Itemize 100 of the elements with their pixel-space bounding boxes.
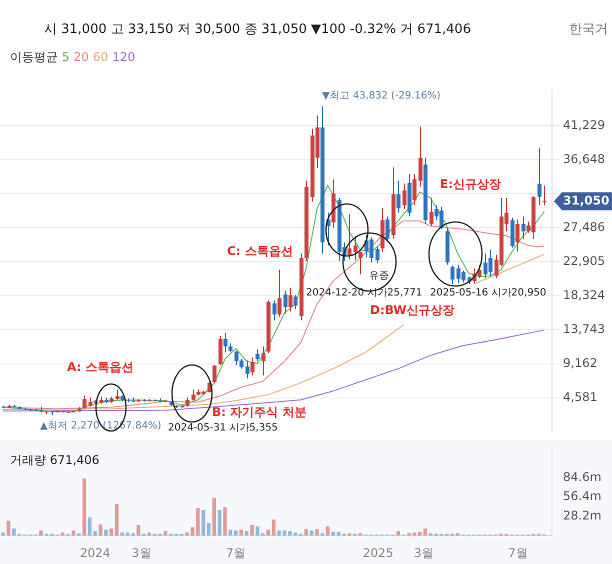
candlestick: [348, 214, 352, 260]
bar: [234, 530, 238, 536]
bar: [456, 533, 460, 536]
chart-title: 시 31,000 고 33,150 저 30,500 종 31,050 ▼100 -0.32% 거 671,406: [44, 21, 471, 38]
bar: [164, 531, 168, 536]
annotation: ▼최고 43,832 (-29.16%): [322, 90, 441, 102]
y-tick-label: 22,905: [563, 254, 605, 268]
bar: [212, 498, 216, 536]
candlestick: [358, 250, 362, 275]
bar: [315, 529, 319, 536]
bar: [272, 520, 276, 536]
candlestick: [278, 269, 282, 318]
y-tick-label: 27,486: [563, 220, 605, 234]
bar: [110, 528, 114, 536]
y-tick-label: 41,229: [563, 118, 605, 132]
y-tick-label: 28.2m: [563, 508, 602, 522]
annotation: 2025-05-16 시가20,950: [430, 288, 546, 299]
annotation: C: 스톡옵션: [227, 244, 293, 258]
bar: [12, 528, 16, 536]
bar: [6, 520, 10, 536]
candlestick: [224, 332, 228, 353]
candlestick: [288, 287, 292, 312]
y-tick-label: 84.6m: [563, 470, 602, 484]
candlestick: [542, 185, 546, 206]
bar: [294, 532, 298, 536]
bar: [304, 529, 308, 536]
candlestick: [294, 294, 298, 310]
bar: [320, 533, 324, 536]
x-tick-label: 2024: [80, 546, 110, 560]
bar: [423, 528, 428, 536]
candlestick: [262, 346, 266, 376]
bar: [77, 533, 81, 536]
candlestick: [402, 183, 406, 210]
bar: [310, 530, 314, 536]
candlestick: [272, 300, 276, 321]
bar: [239, 530, 244, 536]
text: 5: [62, 50, 70, 64]
text: 한국거: [569, 21, 608, 38]
bar: [136, 525, 140, 536]
text: 60: [92, 50, 108, 64]
y-tick-label: 36,648: [563, 152, 605, 166]
y-tick-label: 18,324: [563, 288, 605, 302]
bar: [147, 532, 152, 536]
x-tick-label: 3월: [414, 546, 434, 560]
bar: [348, 533, 352, 536]
candlestick: [192, 388, 196, 402]
bar: [396, 531, 400, 536]
text: 31,050: [563, 193, 610, 208]
annotation: 2024-05-31 시가5,355: [168, 422, 278, 434]
bar: [223, 507, 227, 536]
y-tick-label: 9,162: [563, 356, 598, 370]
candlestick: [250, 357, 254, 376]
bar: [228, 530, 232, 536]
y-tick-label: 4,581: [563, 390, 598, 404]
bar: [114, 504, 119, 536]
candlestick: [396, 180, 400, 214]
candlestick: [450, 264, 454, 285]
bar: [206, 522, 211, 536]
candlestick: [82, 394, 86, 410]
bar: [218, 510, 222, 536]
x-tick-label: 3월: [132, 546, 152, 560]
candlestick: [430, 197, 434, 227]
annotation: E:신규상장: [440, 177, 501, 192]
annotation: A: 스톡옵션: [67, 360, 134, 374]
annotation: D:BW신규상장: [370, 303, 454, 318]
bar: [60, 532, 64, 536]
text: 120: [112, 50, 136, 64]
annotation: B: 자기주식 처분: [212, 405, 306, 420]
bar: [358, 533, 362, 536]
bar: [82, 478, 86, 536]
y-tick-label: 56.4m: [563, 489, 602, 504]
candlestick: [376, 246, 380, 264]
bar: [104, 530, 108, 536]
bar: [244, 531, 248, 536]
candlestick: [116, 388, 120, 400]
bar: [326, 526, 330, 536]
text: 20: [74, 50, 89, 64]
bar: [202, 510, 206, 536]
candlestick: [522, 216, 526, 240]
bar: [88, 518, 92, 536]
candlestick: [256, 348, 260, 362]
candlestick: [354, 235, 358, 261]
x-tick-label: 7월: [508, 546, 528, 560]
y-tick-label: 13,743: [563, 322, 605, 336]
annotation: 2024-12-20 시가25,771: [306, 288, 422, 299]
legend-title: 이동평균: [10, 50, 58, 64]
annotation: 유증: [369, 270, 389, 282]
candlestick: [284, 290, 288, 314]
candlestick: [246, 360, 250, 379]
candlestick: [412, 174, 416, 206]
candlestick: [386, 216, 390, 242]
bar: [250, 525, 254, 536]
candlestick: [516, 218, 520, 252]
chart-title: 거래량 671,406: [10, 452, 100, 469]
bar: [266, 530, 270, 536]
candlestick: [418, 126, 422, 188]
x-tick-label: 7월: [226, 546, 246, 560]
candlestick: [538, 148, 542, 206]
candlestick: [212, 364, 216, 384]
bar: [1, 532, 5, 536]
